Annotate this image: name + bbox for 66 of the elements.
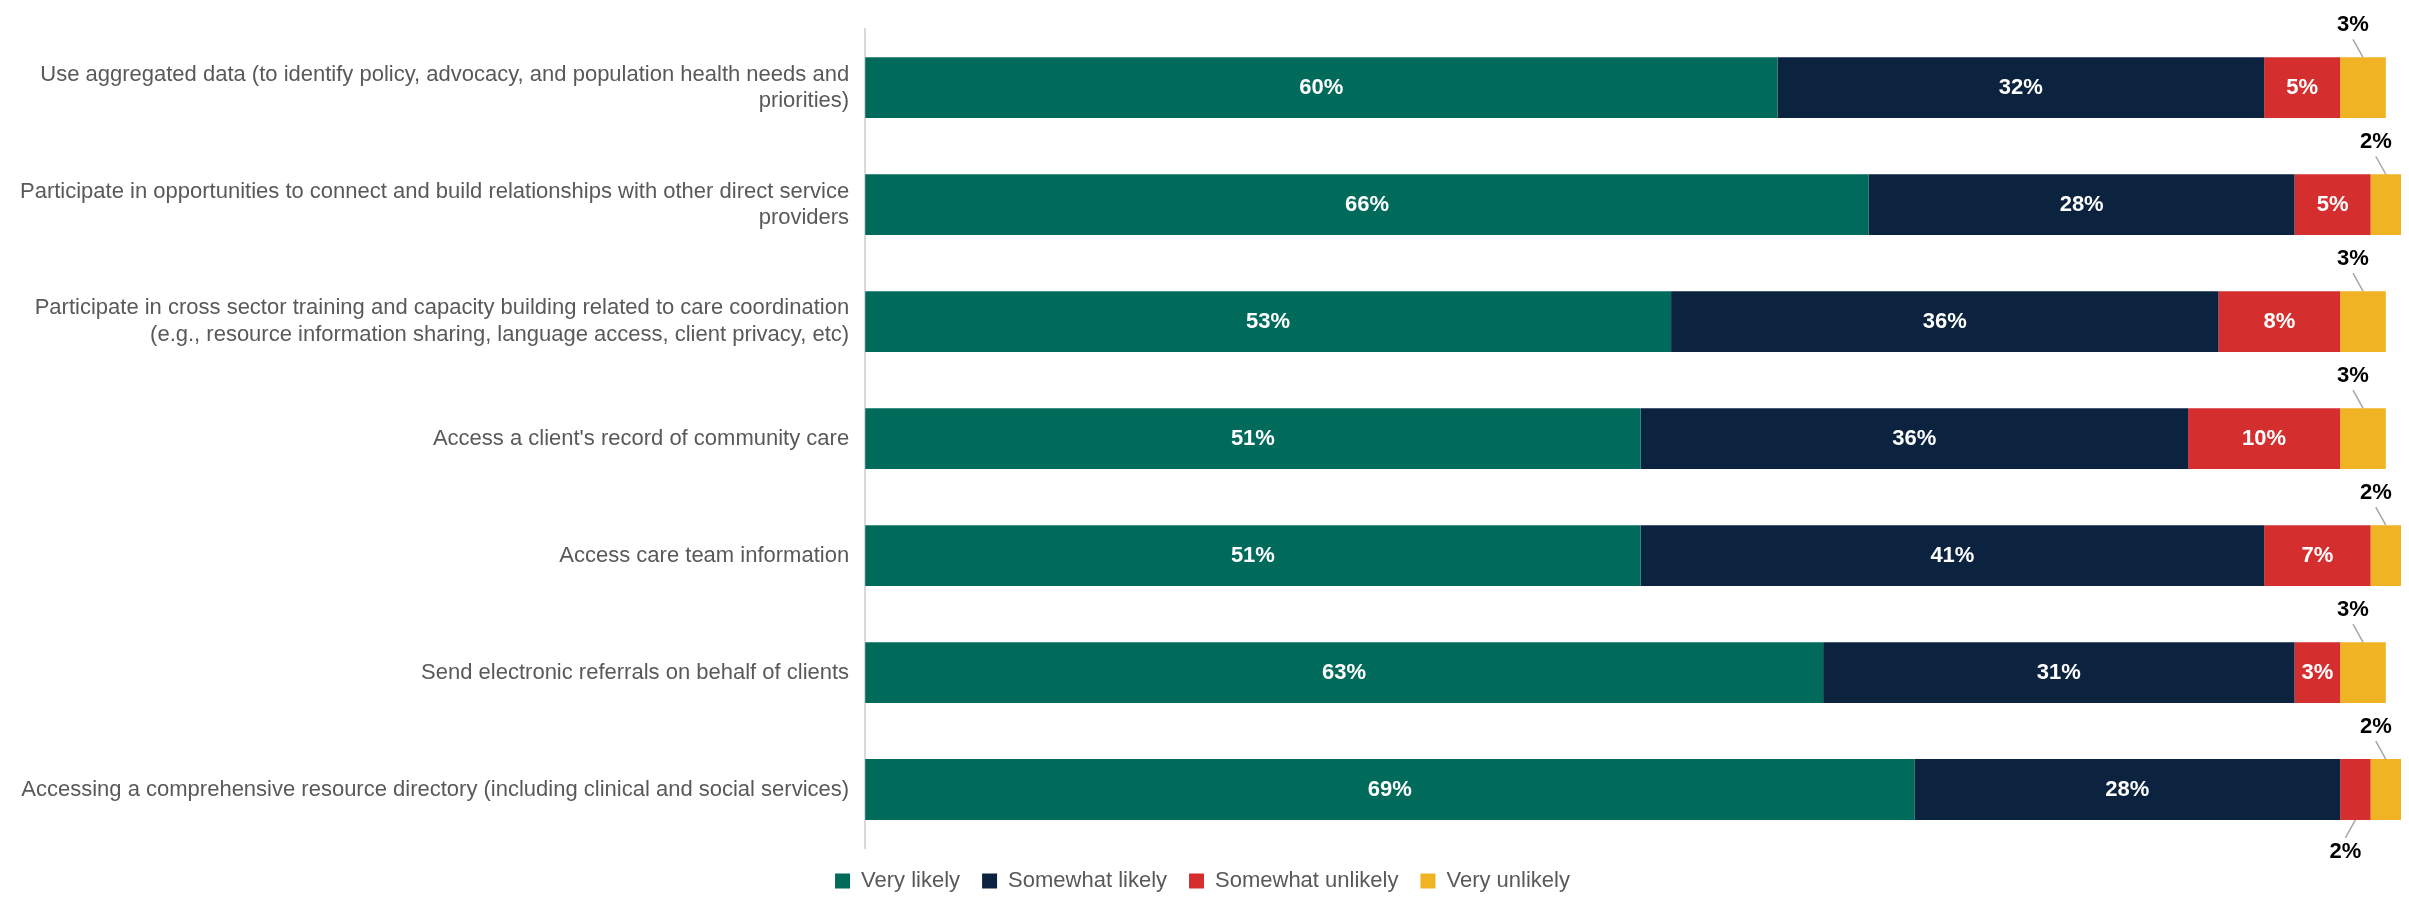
bar	[1671, 291, 2219, 353]
data-label: 5%	[2316, 190, 2349, 216]
bar	[2188, 408, 2341, 470]
data-label: 36%	[1922, 307, 1967, 333]
legend-label: Somewhat likely	[1008, 867, 1168, 893]
data-label: 8%	[2263, 307, 2296, 333]
bar	[1640, 525, 2265, 586]
data-label: 66%	[1344, 190, 1389, 216]
data-label: 36%	[1892, 424, 1937, 450]
bar	[2340, 57, 2386, 119]
bar	[1777, 57, 2265, 119]
y-tick-label: Use aggregated data (to identify policy, advocacy, and population health needs and priorities)	[40, 60, 850, 112]
y-tick-label: Participate in opportunities to connect and build relationships with other direct service providers	[20, 177, 850, 229]
bar	[865, 759, 1915, 820]
bar	[2294, 174, 2371, 236]
data-label: 51%	[1230, 424, 1275, 450]
data-label: 63%	[1322, 658, 1367, 684]
data-label: 3%	[2337, 362, 2369, 388]
legend-label: Somewhat unlikely	[1215, 867, 1399, 893]
data-label: 2%	[2329, 837, 2362, 863]
y-tick-label: Participate in cross sector training and capacity building related to care coordination (e.g., resource information sharing, language access, client privacy, etc)	[34, 294, 850, 346]
data-label: 69%	[1367, 775, 1412, 801]
y-tick-label: Access care team information	[559, 541, 850, 567]
bar	[1640, 408, 2189, 470]
bar	[865, 525, 1641, 586]
y-tick-label: Send electronic referrals on behalf of clients	[421, 658, 850, 684]
y-tick-label: Access a client's record of community care	[432, 424, 850, 450]
data-label: 5%	[2286, 73, 2319, 99]
bar	[2340, 642, 2386, 703]
bar	[2264, 57, 2341, 119]
data-label: 3%	[2301, 658, 2334, 684]
bar	[2370, 525, 2401, 586]
bar	[1823, 642, 2295, 703]
data-label: 10%	[2242, 424, 2287, 450]
data-label: 3%	[2337, 245, 2369, 271]
bar	[2264, 525, 2371, 586]
bar	[865, 408, 1641, 470]
data-label: 51%	[1230, 541, 1275, 567]
data-label: 28%	[2059, 190, 2104, 216]
y-tick-label: Accessing a comprehensive resource directory (including clinical and social services)	[21, 775, 850, 801]
bar	[865, 642, 1824, 703]
data-label: 2%	[2359, 713, 2392, 739]
data-label: 2%	[2359, 479, 2392, 505]
bar	[2340, 759, 2371, 820]
bar	[1868, 174, 2295, 236]
bar	[2370, 174, 2401, 236]
bar	[865, 57, 1778, 119]
data-label: 2%	[2359, 128, 2392, 154]
bar	[2218, 291, 2341, 353]
data-label: 3%	[2337, 11, 2369, 37]
bar	[2340, 408, 2386, 470]
bar	[1914, 759, 2341, 820]
bar	[2340, 291, 2386, 353]
data-label: 31%	[2036, 658, 2081, 684]
bar	[2370, 759, 2401, 820]
legend-label: Very unlikely	[1446, 867, 1570, 893]
bar	[865, 291, 1672, 353]
data-label: 53%	[1246, 307, 1291, 333]
bar	[865, 174, 1869, 236]
data-label: 32%	[1998, 73, 2043, 99]
legend-label: Very likely	[861, 867, 961, 893]
data-label: 60%	[1299, 73, 1344, 99]
data-label: 28%	[2105, 775, 2150, 801]
data-label: 7%	[2301, 541, 2334, 567]
data-label: 41%	[1930, 541, 1975, 567]
data-label: 3%	[2337, 596, 2369, 622]
